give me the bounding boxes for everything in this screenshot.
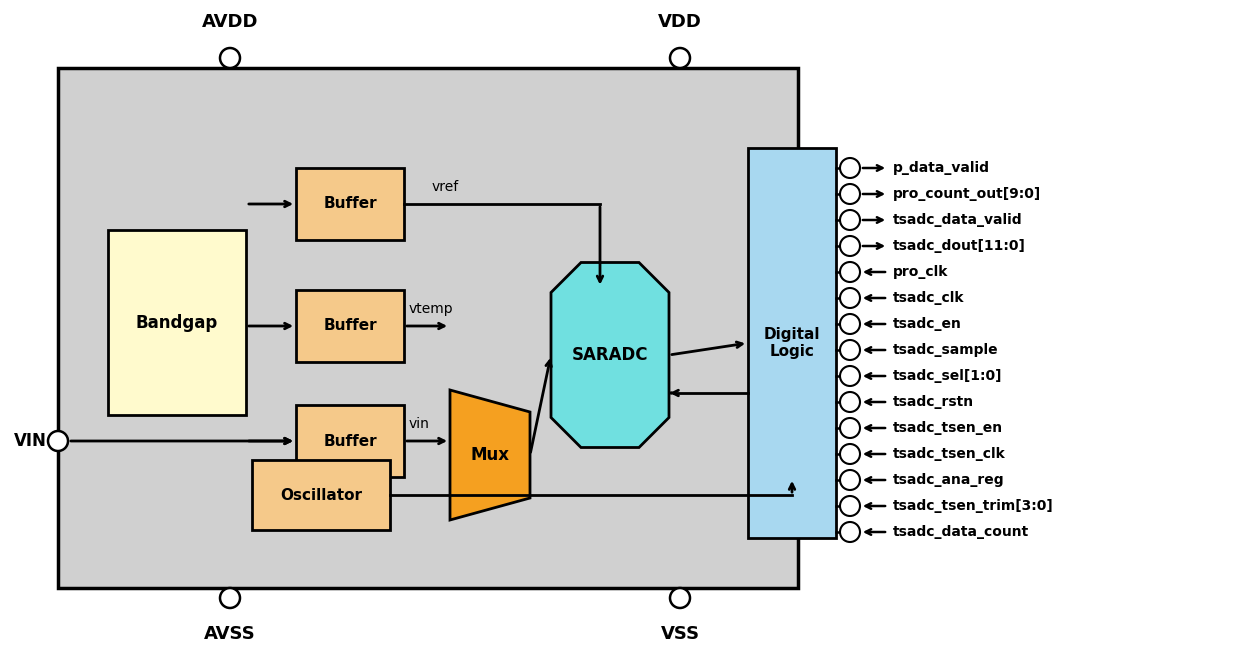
Circle shape [840,288,860,308]
Text: p_data_valid: p_data_valid [893,161,990,175]
Circle shape [840,522,860,542]
Circle shape [840,236,860,256]
Text: pro_count_out[9:0]: pro_count_out[9:0] [893,187,1041,201]
Text: tsadc_sel[1:0]: tsadc_sel[1:0] [893,369,1002,383]
Circle shape [220,588,240,608]
Circle shape [840,366,860,386]
Bar [58,68,798,588]
Text: tsadc_tsen_clk: tsadc_tsen_clk [893,447,1006,461]
Bar [748,148,836,538]
Text: tsadc_ana_reg: tsadc_ana_reg [893,473,1005,487]
Text: vin: vin [409,417,429,431]
Text: tsadc_clk: tsadc_clk [893,291,964,305]
Circle shape [670,48,690,68]
Text: SARADC: SARADC [572,346,648,364]
Text: VDD: VDD [658,13,703,31]
Text: tsadc_dout[11:0]: tsadc_dout[11:0] [893,239,1026,253]
Text: Mux: Mux [471,446,510,464]
Circle shape [840,418,860,438]
Text: tsadc_sample: tsadc_sample [893,343,998,357]
Circle shape [840,496,860,516]
Text: Buffer: Buffer [324,434,376,449]
Bar [296,405,404,477]
Circle shape [840,210,860,230]
Circle shape [840,444,860,464]
Text: Buffer: Buffer [324,197,376,211]
Circle shape [840,470,860,490]
Text: pro_clk: pro_clk [893,265,948,279]
Text: tsadc_en: tsadc_en [893,317,962,331]
Text: vtemp: vtemp [409,302,453,316]
Circle shape [840,184,860,204]
Text: tsadc_data_valid: tsadc_data_valid [893,213,1022,227]
Text: tsadc_tsen_en: tsadc_tsen_en [893,421,1003,435]
Text: tsadc_data_count: tsadc_data_count [893,525,1030,539]
Circle shape [48,431,68,451]
Text: AVSS: AVSS [204,625,256,643]
Text: Digital
Logic: Digital Logic [764,327,821,359]
Polygon shape [551,262,669,447]
Text: Bandgap: Bandgap [136,314,218,331]
Circle shape [840,158,860,178]
Circle shape [840,314,860,334]
Bar [296,290,404,362]
Text: tsadc_rstn: tsadc_rstn [893,395,974,409]
Text: Oscillator: Oscillator [279,487,363,502]
Text: AVDD: AVDD [201,13,258,31]
Text: Buffer: Buffer [324,319,376,333]
Circle shape [840,262,860,282]
Circle shape [840,392,860,412]
Bar [252,460,390,530]
Text: tsadc_tsen_trim[3:0]: tsadc_tsen_trim[3:0] [893,499,1054,513]
Text: VSS: VSS [661,625,700,643]
Circle shape [670,588,690,608]
Text: vref: vref [432,180,460,194]
Circle shape [840,340,860,360]
Bar [108,230,246,415]
Bar [296,168,404,240]
Circle shape [220,48,240,68]
Polygon shape [449,390,530,520]
Text: VIN: VIN [14,432,47,450]
